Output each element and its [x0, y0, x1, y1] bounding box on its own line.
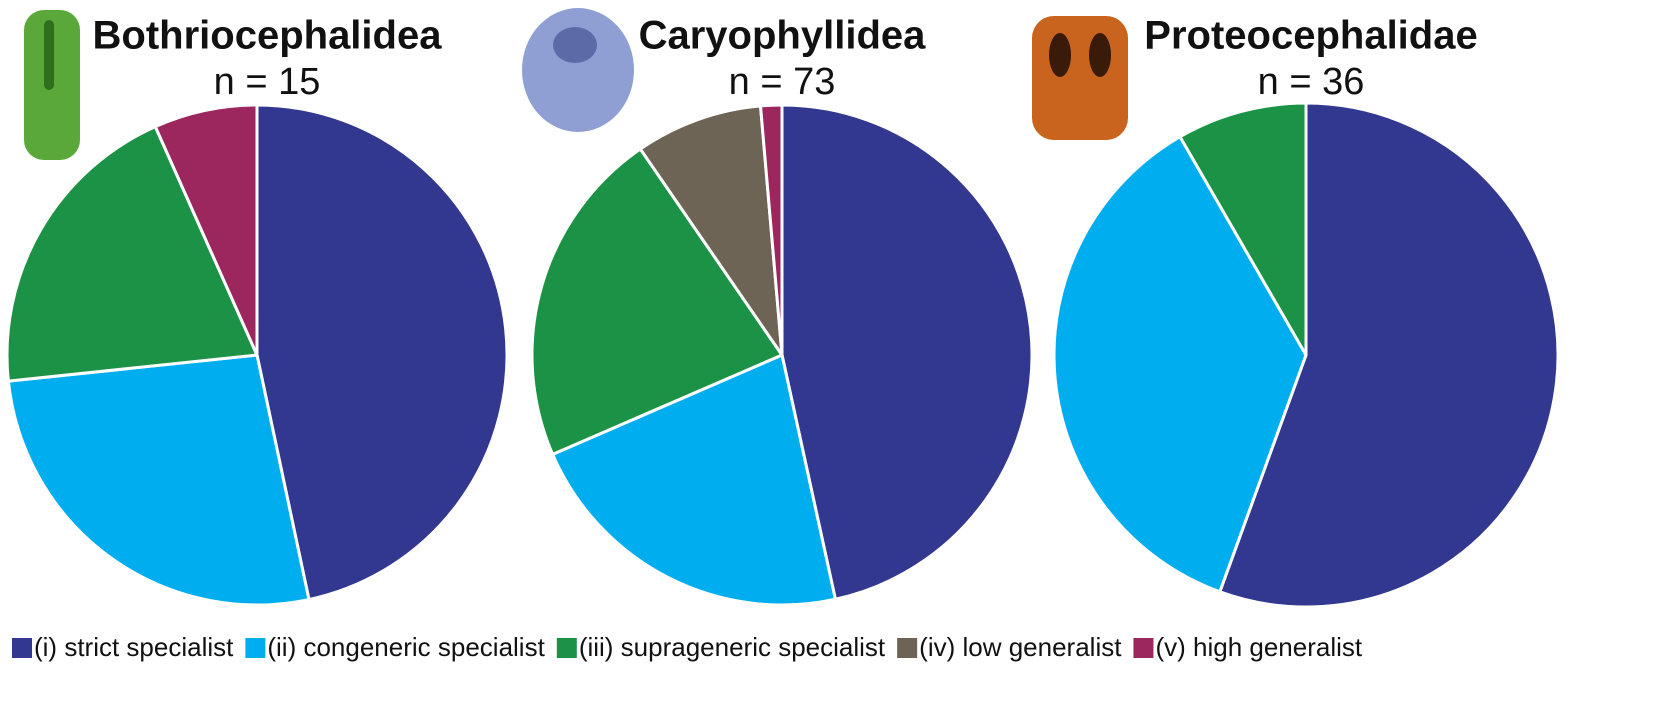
specimen-image	[522, 8, 634, 132]
chart-title: Proteocephalidae	[1144, 14, 1477, 58]
pie-slice	[1218, 101, 1560, 609]
chart-title: Caryophyllidea	[639, 14, 927, 58]
pie-slice	[759, 103, 784, 357]
legend-label: (iii) suprageneric specialist	[579, 632, 886, 662]
specimen-image	[1032, 16, 1128, 140]
pie-slice	[6, 353, 311, 607]
pie-slice	[1178, 101, 1308, 357]
legend-label: (iv) low generalist	[919, 632, 1122, 662]
chart-title: Bothriocephalidea	[93, 14, 443, 58]
pie-slice	[780, 103, 1034, 601]
pie-slice	[5, 125, 259, 383]
pie-slice	[551, 353, 837, 607]
pie-slice	[255, 103, 509, 602]
specimen-image	[24, 10, 80, 160]
legend-swatch	[897, 638, 918, 658]
legend-label: (ii) congeneric specialist	[267, 632, 545, 662]
chart-subtitle: n = 73	[729, 61, 836, 103]
chart-subtitle: n = 15	[214, 61, 321, 103]
legend-label: (v) high generalist	[1155, 632, 1362, 662]
legend-swatch	[1133, 638, 1154, 658]
chart-subtitle: n = 36	[1258, 61, 1365, 103]
legend-swatch	[12, 638, 32, 658]
legend-swatch	[556, 638, 577, 658]
pie-slice	[530, 147, 784, 456]
legend-swatch	[245, 638, 266, 658]
pie-slice	[153, 103, 259, 357]
legend-label: (i) strict specialist	[34, 632, 234, 662]
pie-slice	[1052, 135, 1308, 594]
pie-slice	[638, 104, 784, 357]
